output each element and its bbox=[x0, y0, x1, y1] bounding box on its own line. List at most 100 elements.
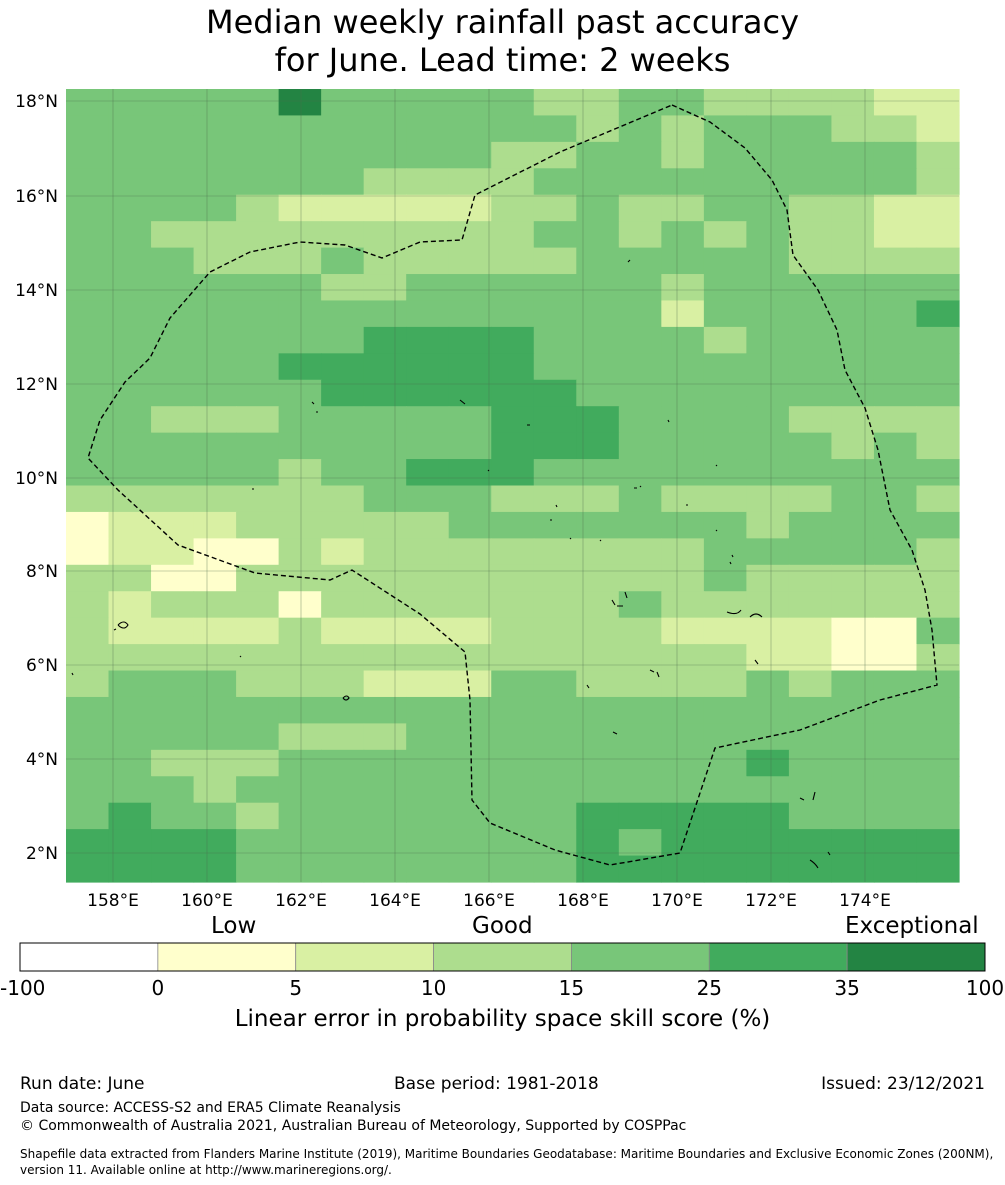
map-title-line2: for June. Lead time: 2 weeks bbox=[274, 41, 731, 79]
grid-cell bbox=[108, 564, 152, 592]
grid-cell bbox=[448, 89, 492, 117]
grid-cell bbox=[278, 485, 322, 513]
grid-cell bbox=[661, 485, 705, 513]
grid-cell bbox=[576, 855, 620, 883]
grid-cell bbox=[363, 855, 407, 883]
grid-cell bbox=[703, 432, 747, 460]
grid-cell bbox=[873, 723, 918, 751]
grid-cell bbox=[491, 168, 535, 196]
grid-cell bbox=[406, 221, 450, 249]
grid-cell bbox=[576, 274, 620, 302]
grid-cell bbox=[618, 115, 662, 143]
grid-cell bbox=[533, 564, 577, 592]
grid-cell bbox=[788, 591, 833, 619]
grid-cell bbox=[703, 617, 747, 645]
grid-cell bbox=[321, 326, 365, 354]
grid-cell bbox=[661, 538, 705, 566]
grid-cell bbox=[193, 353, 237, 381]
grid-cell bbox=[321, 353, 365, 381]
grid-cell bbox=[618, 723, 662, 751]
grid-cell bbox=[491, 855, 535, 883]
grid-cell bbox=[278, 89, 322, 117]
grid-cell bbox=[916, 274, 960, 302]
latitude-label: 6°N bbox=[26, 656, 58, 676]
grid-cell bbox=[448, 115, 492, 143]
grid-cell bbox=[108, 802, 152, 830]
grid-cell bbox=[363, 644, 407, 672]
grid-cell bbox=[746, 406, 790, 434]
grid-cell bbox=[363, 406, 407, 434]
grid-cell bbox=[321, 432, 365, 460]
grid-cell bbox=[831, 511, 875, 539]
copyright: © Commonwealth of Australia 2021, Austra… bbox=[20, 1118, 687, 1134]
grid-cell bbox=[406, 591, 450, 619]
grid-cell bbox=[618, 511, 662, 539]
grid-cell bbox=[661, 591, 705, 619]
grid-cell bbox=[533, 776, 577, 804]
grid-cell bbox=[448, 406, 492, 434]
map-title-line1: Median weekly rainfall past accuracy bbox=[205, 3, 800, 41]
grid-cell bbox=[66, 511, 110, 539]
grid-cell bbox=[406, 115, 450, 143]
grid-cell bbox=[108, 485, 152, 513]
grid-cell bbox=[491, 300, 535, 328]
grid-cell bbox=[448, 802, 492, 830]
grid-cell bbox=[916, 432, 960, 460]
grid-cell bbox=[278, 221, 322, 249]
grid-cell bbox=[831, 141, 875, 169]
grid-cell bbox=[193, 300, 237, 328]
grid-cell bbox=[661, 776, 705, 804]
grid-cell bbox=[618, 221, 662, 249]
grid-cell bbox=[788, 406, 833, 434]
grid-cell bbox=[151, 617, 195, 645]
grid-cell bbox=[66, 829, 110, 857]
grid-cell bbox=[916, 194, 960, 222]
grid-cell bbox=[193, 670, 237, 698]
grid-cell bbox=[278, 802, 322, 830]
grid-cell bbox=[703, 485, 747, 513]
grid-cell bbox=[746, 855, 790, 883]
grid-cell bbox=[278, 670, 322, 698]
grid-cell bbox=[576, 749, 620, 777]
grid-cell bbox=[236, 829, 280, 857]
grid-cell bbox=[873, 538, 918, 566]
grid-cell bbox=[321, 406, 365, 434]
grid-cell bbox=[236, 194, 280, 222]
grid-cell bbox=[193, 696, 237, 724]
grid-cell bbox=[831, 326, 875, 354]
grid-cell bbox=[746, 141, 790, 169]
grid-cell bbox=[661, 168, 705, 196]
grid-cell bbox=[363, 696, 407, 724]
grid-cell bbox=[108, 168, 152, 196]
grid-cell bbox=[491, 538, 535, 566]
grid-cell bbox=[321, 300, 365, 328]
colorbar-tick: 0 bbox=[151, 976, 165, 1000]
grid-cell bbox=[278, 749, 322, 777]
grid-cell bbox=[831, 194, 875, 222]
grid-cell bbox=[491, 353, 535, 381]
grid-cell bbox=[788, 168, 833, 196]
grid-cell bbox=[236, 802, 280, 830]
grid-cell bbox=[448, 617, 492, 645]
grid-cell bbox=[916, 538, 960, 566]
grid-cell bbox=[703, 829, 747, 857]
grid-cell bbox=[618, 300, 662, 328]
grid-cell bbox=[746, 221, 790, 249]
grid-cell bbox=[151, 247, 195, 275]
grid-cell bbox=[746, 511, 790, 539]
grid-cell bbox=[278, 274, 322, 302]
grid-cell bbox=[661, 511, 705, 539]
grid-cell bbox=[193, 485, 237, 513]
grid-cell bbox=[873, 115, 918, 143]
grid-cell bbox=[618, 459, 662, 487]
grid-cell bbox=[533, 723, 577, 751]
grid-cell bbox=[831, 829, 875, 857]
grid-cell bbox=[618, 776, 662, 804]
grid-cell bbox=[321, 617, 365, 645]
grid-cell bbox=[576, 432, 620, 460]
grid-cell bbox=[108, 723, 152, 751]
grid-cell bbox=[108, 644, 152, 672]
grid-cell bbox=[618, 749, 662, 777]
colorbar-tick: 100 bbox=[965, 976, 1005, 1000]
grid-cell bbox=[363, 194, 407, 222]
